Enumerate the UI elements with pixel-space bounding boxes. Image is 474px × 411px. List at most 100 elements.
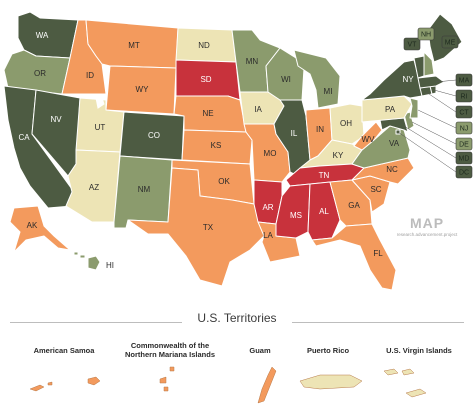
callout-line-de <box>411 121 457 145</box>
state-tx[interactable] <box>127 167 265 287</box>
state-mi[interactable] <box>293 49 341 109</box>
divider-right <box>292 322 464 323</box>
state-label-nd: ND <box>198 41 210 50</box>
callout-line-ct <box>425 91 457 113</box>
callout-label-ct: CT <box>459 109 469 116</box>
callout-label-nh: NH <box>421 31 431 38</box>
state-label-sd: SD <box>200 75 211 84</box>
state-il[interactable] <box>273 99 311 177</box>
state-label-mt: MT <box>128 41 140 50</box>
state-label-ok: OK <box>218 177 230 186</box>
state-label-ca: CA <box>18 133 30 142</box>
callout-box-nj[interactable] <box>455 121 473 135</box>
territory-puerto-rico[interactable] <box>299 374 363 390</box>
territory-label-guam: Guam <box>249 346 271 355</box>
state-label-tn: TN <box>319 171 330 180</box>
state-label-ky: KY <box>333 151 344 160</box>
state-label-ny: NY <box>402 75 414 84</box>
state-label-pa: PA <box>385 105 396 114</box>
state-label-az: AZ <box>89 183 99 192</box>
state-label-la: LA <box>263 231 273 240</box>
territory-label-northern-mariana: Commonwealth of the Northern Mariana Isl… <box>124 341 216 359</box>
state-label-in: IN <box>316 125 324 134</box>
state-label-nm: NM <box>138 185 151 194</box>
territories-title: U.S. Territories <box>197 311 277 325</box>
state-hi-island <box>73 251 79 256</box>
callout-label-me: ME <box>445 39 456 46</box>
state-label-il: IL <box>291 129 298 138</box>
state-nj[interactable] <box>409 97 419 119</box>
state-label-sc: SC <box>370 185 381 194</box>
territory-label-puerto-rico: Puerto Rico <box>306 346 350 355</box>
state-label-hi: HI <box>106 261 114 270</box>
callout-box-ma[interactable] <box>455 73 473 87</box>
callout-line-nj <box>417 109 457 129</box>
state-label-wv: WV <box>362 135 376 144</box>
state-label-mo: MO <box>264 149 277 158</box>
state-ma[interactable] <box>417 75 445 89</box>
callout-box-vt[interactable] <box>403 37 421 51</box>
state-label-wi: WI <box>281 75 291 84</box>
state-label-ms: MS <box>290 211 302 220</box>
state-label-tx: TX <box>203 223 214 232</box>
callout-label-ma: MA <box>459 77 470 84</box>
state-nh[interactable] <box>423 51 435 77</box>
state-label-mn: MN <box>246 57 259 66</box>
callout-box-dc[interactable] <box>455 165 473 179</box>
state-de[interactable] <box>403 111 415 131</box>
state-label-al: AL <box>319 207 329 216</box>
callout-label-md: MD <box>459 155 470 162</box>
state-wv[interactable] <box>353 121 383 151</box>
state-hi-island <box>79 254 86 259</box>
state-label-ne: NE <box>202 109 213 118</box>
logo-text: MAP <box>409 215 445 231</box>
great-salt-lake <box>95 97 105 109</box>
callout-line-md <box>403 125 457 159</box>
callout-label-nj: NJ <box>460 125 469 132</box>
territory-guam[interactable] <box>257 366 277 404</box>
callout-line-ma <box>435 79 457 83</box>
callout-box-nh[interactable] <box>417 27 435 41</box>
callout-label-ri: RI <box>461 93 468 100</box>
state-label-nv: NV <box>50 115 62 124</box>
logo-subtext: research.advancement.project <box>396 232 458 237</box>
callout-box-me[interactable] <box>441 35 459 49</box>
us-map: WA OR CA NV ID MT WY UT AZ CO NM ND SD NE KS OK TX MN IA MO… <box>3 11 473 291</box>
callout-box-ri[interactable] <box>455 89 473 103</box>
state-label-wy: WY <box>136 85 150 94</box>
state-label-ia: IA <box>254 105 262 114</box>
callout-line-ri <box>433 89 457 97</box>
state-hi[interactable] <box>87 255 101 271</box>
state-wi[interactable] <box>265 47 305 101</box>
callout-label-de: DE <box>459 141 469 148</box>
territory-virgin-islands[interactable] <box>383 368 427 398</box>
state-label-fl: FL <box>373 249 383 258</box>
divider-left <box>10 322 182 323</box>
state-label-nc: NC <box>386 165 398 174</box>
territory-label-virgin-islands: U.S. Virgin Islands <box>386 346 452 355</box>
state-label-ks: KS <box>211 141 222 150</box>
state-label-ut: UT <box>95 123 106 132</box>
callout-box-ct[interactable] <box>455 105 473 119</box>
state-label-id: ID <box>86 71 94 80</box>
callout-box-md[interactable] <box>455 151 473 165</box>
callout-label-vt: VT <box>408 41 418 48</box>
state-ak[interactable] <box>9 205 71 253</box>
callout-line-dc <box>397 131 457 173</box>
state-label-ar: AR <box>262 203 273 212</box>
territories-shapes <box>29 366 427 404</box>
territory-northern-mariana[interactable] <box>159 366 175 392</box>
territory-american-samoa[interactable] <box>29 376 101 392</box>
state-fl[interactable] <box>311 223 397 291</box>
callout-box-de[interactable] <box>455 137 473 151</box>
state-label-mi: MI <box>324 87 333 96</box>
callout-label-dc: DC <box>459 169 469 176</box>
state-label-or: OR <box>34 69 46 78</box>
state-ks[interactable] <box>181 129 253 165</box>
state-ms[interactable] <box>275 183 311 239</box>
state-va[interactable] <box>351 125 411 169</box>
territory-label-american-samoa: American Samoa <box>33 346 95 355</box>
state-label-wa: WA <box>36 31 49 40</box>
state-label-va: VA <box>389 139 400 148</box>
state-label-ak: AK <box>27 221 38 230</box>
